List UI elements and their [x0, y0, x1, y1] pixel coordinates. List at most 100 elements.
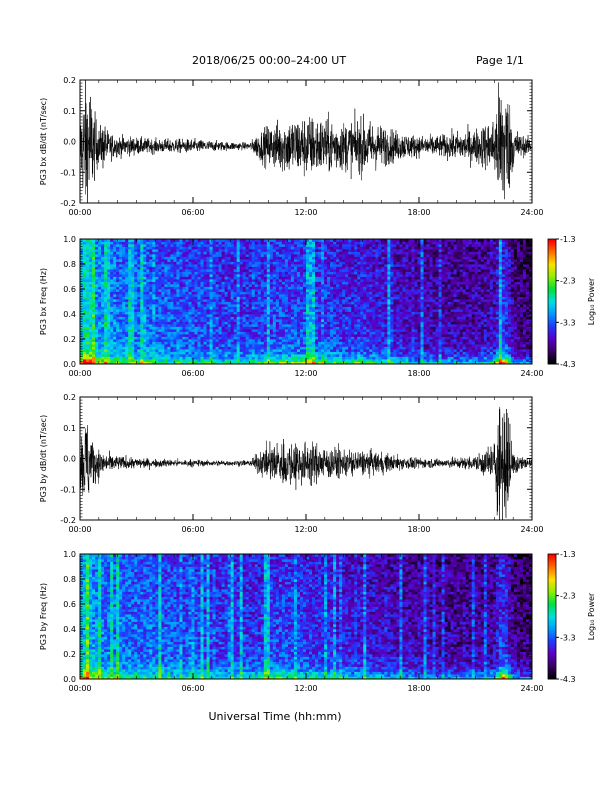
heatmap-cell — [327, 339, 331, 342]
heatmap-cell — [215, 241, 220, 245]
heatmap-cell — [161, 351, 165, 355]
heatmap-cell — [143, 241, 147, 245]
heatmap-cell — [327, 261, 331, 265]
heatmap-cell — [194, 319, 198, 322]
heatmap-cell — [128, 294, 132, 297]
heatmap-cell — [101, 319, 105, 322]
heatmap-cell — [272, 276, 277, 280]
heatmap-cell — [366, 326, 370, 330]
heatmap-cell — [342, 279, 346, 282]
heatmap-cell — [161, 336, 165, 340]
heatmap-cell — [363, 269, 367, 272]
heatmap-cell — [197, 321, 201, 325]
heatmap-cell — [155, 259, 159, 262]
heatmap-cell — [251, 309, 256, 312]
heatmap-cell — [134, 319, 138, 322]
heatmap-cell — [269, 316, 274, 320]
heatmap-cell — [290, 346, 295, 350]
heatmap-cell — [95, 346, 99, 350]
heatmap-cell — [134, 251, 138, 255]
heatmap-cell — [206, 304, 210, 307]
heatmap-cell — [269, 361, 274, 365]
heatmap-cell — [143, 296, 147, 300]
heatmap-cell — [200, 291, 204, 295]
heatmap-cell — [263, 254, 268, 257]
heatmap-cell — [284, 264, 289, 267]
heatmap-cell — [107, 319, 111, 322]
heatmap-cell — [215, 331, 220, 335]
heatmap-cell — [218, 276, 223, 280]
heatmap-cell — [80, 339, 84, 342]
heatmap-cell — [191, 254, 195, 257]
heatmap-cell — [167, 316, 171, 320]
heatmap-cell — [363, 306, 367, 310]
heatmap-cell — [89, 241, 93, 245]
heatmap-cell — [158, 341, 162, 345]
heatmap-cell — [318, 339, 322, 342]
heatmap-cell — [230, 321, 235, 325]
heatmap-cell — [104, 351, 108, 355]
heatmap-cell — [230, 314, 235, 317]
heatmap-cell — [161, 341, 165, 345]
heatmap-cell — [357, 356, 361, 360]
heatmap-cell — [221, 334, 226, 337]
heatmap-cell — [345, 244, 349, 247]
heatmap-cell — [309, 334, 313, 337]
heatmap-cell — [152, 246, 156, 250]
heatmap-cell — [269, 241, 274, 245]
heatmap-cell — [296, 359, 301, 362]
heatmap-cell — [348, 331, 352, 335]
heatmap-cell — [278, 301, 283, 305]
heatmap-cell — [281, 339, 286, 342]
heatmap-cell — [101, 299, 105, 302]
heatmap-cell — [203, 291, 207, 295]
heatmap-cell — [98, 256, 102, 260]
heatmap-cell — [161, 349, 165, 352]
heatmap-cell — [113, 256, 117, 260]
heatmap-cell — [164, 319, 168, 322]
heatmap-cell — [254, 249, 259, 252]
heatmap-cell — [125, 314, 129, 317]
heatmap-cell — [284, 284, 289, 287]
heatmap-cell — [257, 324, 262, 327]
heatmap-cell — [245, 289, 250, 292]
heatmap-cell — [351, 289, 355, 292]
heatmap-cell — [230, 249, 235, 252]
heatmap-cell — [299, 279, 304, 282]
heatmap-cell — [89, 296, 93, 300]
heatmap-cell — [354, 239, 358, 242]
heatmap-cell — [188, 294, 192, 297]
heatmap-cell — [218, 286, 223, 290]
heatmap-cell — [83, 329, 87, 332]
heatmap-cell — [363, 349, 367, 352]
heatmap-cell — [284, 319, 289, 322]
heatmap-cell — [185, 251, 189, 255]
heatmap-cell — [351, 299, 355, 302]
heatmap-cell — [360, 251, 364, 255]
heatmap-cell — [152, 241, 156, 245]
heatmap-cell — [152, 309, 156, 312]
heatmap-cell — [95, 246, 99, 250]
heatmap-cell — [309, 331, 313, 335]
heatmap-cell — [342, 304, 346, 307]
heatmap-cell — [260, 299, 265, 302]
heatmap-cell — [155, 279, 159, 282]
heatmap-cell — [321, 281, 325, 285]
heatmap-cell — [345, 296, 349, 300]
heatmap-cell — [152, 304, 156, 307]
heatmap-cell — [194, 289, 198, 292]
heatmap-cell — [348, 296, 352, 300]
heatmap-cell — [191, 276, 195, 280]
heatmap-cell — [327, 334, 331, 337]
heatmap-cell — [245, 361, 250, 365]
heatmap-cell — [176, 339, 180, 342]
heatmap-cell — [263, 331, 268, 335]
heatmap-cell — [348, 254, 352, 257]
heatmap-cell — [299, 361, 304, 365]
heatmap-cell — [86, 306, 90, 310]
heatmap-cell — [149, 264, 153, 267]
heatmap-cell — [360, 291, 364, 295]
heatmap-cell — [146, 359, 150, 362]
heatmap-cell — [242, 294, 247, 297]
heatmap-cell — [176, 256, 180, 260]
